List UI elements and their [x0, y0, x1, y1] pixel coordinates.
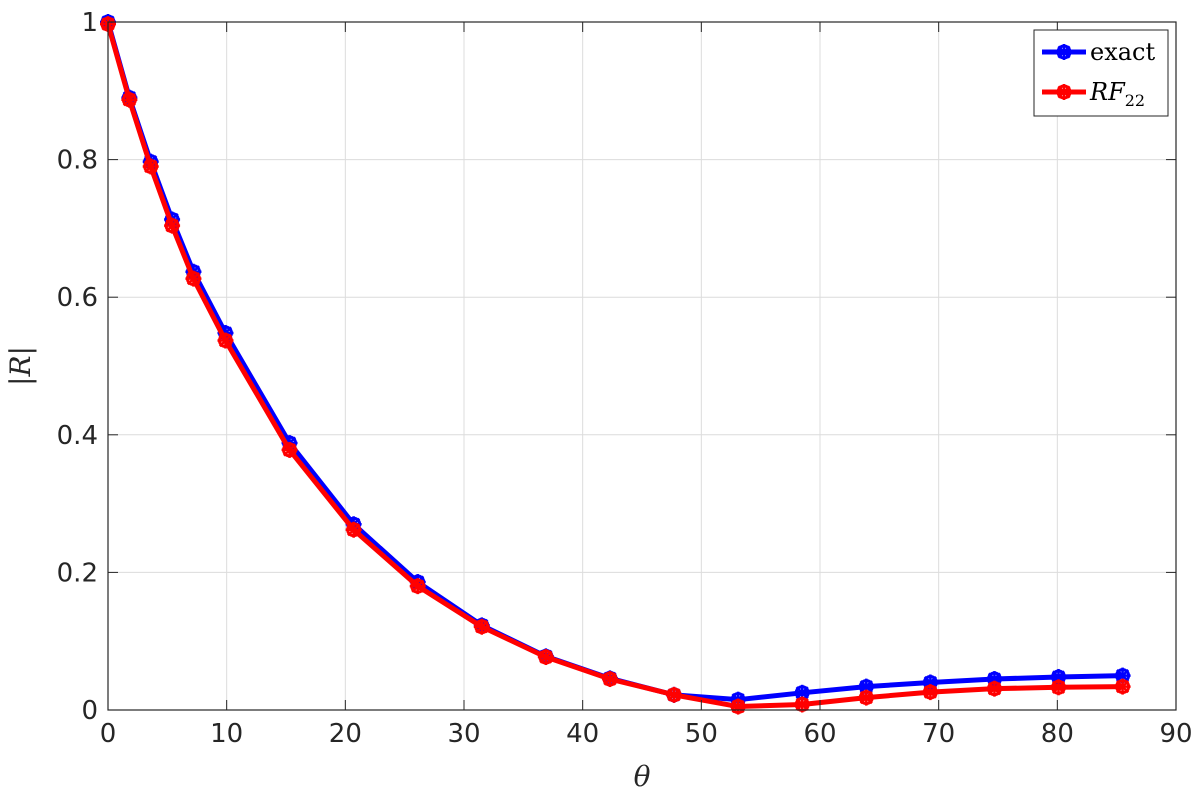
- data-point: [1050, 679, 1067, 696]
- y-tick-label: 0.6: [57, 283, 98, 313]
- plot-frame: [107, 21, 1177, 711]
- data-point: [281, 441, 298, 458]
- data-point-spoke: [603, 672, 617, 686]
- data-point-spoke: [1051, 680, 1066, 694]
- data-point-spoke: [795, 686, 809, 700]
- legend-entry: exact: [1042, 38, 1155, 66]
- data-point: [537, 649, 554, 666]
- grid: [108, 22, 1176, 710]
- legend-marker: [1056, 44, 1072, 60]
- data-point-spoke: [667, 688, 681, 702]
- data-point: [409, 578, 426, 595]
- data-point: [730, 698, 747, 715]
- data-point-spoke: [923, 685, 937, 699]
- data-point: [1114, 678, 1131, 695]
- data-point: [473, 618, 490, 635]
- x-tick-label: 50: [685, 719, 718, 749]
- x-tick-label: 40: [566, 719, 599, 749]
- series-rf22: [100, 16, 1131, 715]
- data-point: [217, 332, 234, 349]
- legend-label-subscript: 22: [1125, 91, 1145, 110]
- legend-marker-spoke: [1057, 45, 1071, 59]
- data-point-spoke: [186, 272, 200, 286]
- x-axis-label: θ: [634, 760, 651, 793]
- legend-box: [1033, 29, 1169, 117]
- data-point-spoke: [859, 691, 873, 705]
- data-point: [121, 91, 138, 108]
- y-axis-label: |R|: [4, 346, 37, 386]
- x-tick-label: 60: [803, 719, 836, 749]
- data-point-spoke: [218, 334, 233, 348]
- y-tick-label: 1: [81, 8, 98, 38]
- data-point-spoke: [144, 159, 158, 174]
- data-point-spoke: [1116, 680, 1130, 694]
- x-tick-label: 30: [447, 719, 480, 749]
- legend-label: exact: [1090, 38, 1155, 66]
- series-exact: [100, 14, 1131, 708]
- y-tick-label: 0.2: [57, 558, 98, 588]
- data-point: [986, 680, 1003, 697]
- x-tick-label: 80: [1041, 719, 1074, 749]
- legend-entry: RF22: [1042, 78, 1145, 110]
- data-point-spoke: [411, 579, 425, 593]
- x-tick-label: 0: [100, 719, 117, 749]
- data-point-spoke: [475, 620, 489, 634]
- data-point: [601, 671, 618, 688]
- legend-label-main: RF: [1089, 78, 1126, 106]
- data-point: [164, 217, 181, 234]
- x-tick-label: 70: [922, 719, 955, 749]
- x-tick-label: 90: [1159, 719, 1192, 749]
- series-line: [105, 19, 1126, 703]
- x-tick-label: 10: [210, 719, 243, 749]
- data-point-spoke: [987, 682, 1001, 696]
- data-point-spoke: [539, 650, 553, 664]
- data-point-spoke: [1051, 670, 1066, 684]
- series-line: [105, 21, 1126, 710]
- legend-marker: [1056, 84, 1072, 100]
- data-point-spoke: [283, 443, 297, 457]
- data-point-spoke: [165, 219, 179, 233]
- series-layer: [100, 14, 1131, 715]
- data-point-spoke: [859, 680, 873, 694]
- data-point: [142, 158, 159, 175]
- data-point-spoke: [1116, 669, 1130, 683]
- data-point: [666, 686, 683, 703]
- y-tick-label: 0: [81, 696, 98, 726]
- data-point-spoke: [347, 523, 361, 537]
- data-point: [922, 684, 939, 701]
- y-tick-label: 0.4: [57, 421, 98, 451]
- axis-ticks: 0 10 20 30 40 50 60 70 80 90 0 0.2 0.4 0.6 0.8 1: [57, 8, 1193, 749]
- x-tick-label: 20: [329, 719, 362, 749]
- legend-marker-spoke: [1057, 85, 1071, 99]
- y-tick-label: 0.8: [57, 146, 98, 176]
- data-point: [185, 270, 202, 287]
- data-point-spoke: [795, 697, 809, 712]
- legend-label: RF22: [1089, 78, 1145, 110]
- legend: exact RF22: [1033, 29, 1169, 117]
- data-point: [858, 689, 875, 706]
- legend-entries: exact RF22: [1042, 38, 1155, 110]
- data-point-spoke: [122, 93, 136, 107]
- data-point: [345, 521, 362, 538]
